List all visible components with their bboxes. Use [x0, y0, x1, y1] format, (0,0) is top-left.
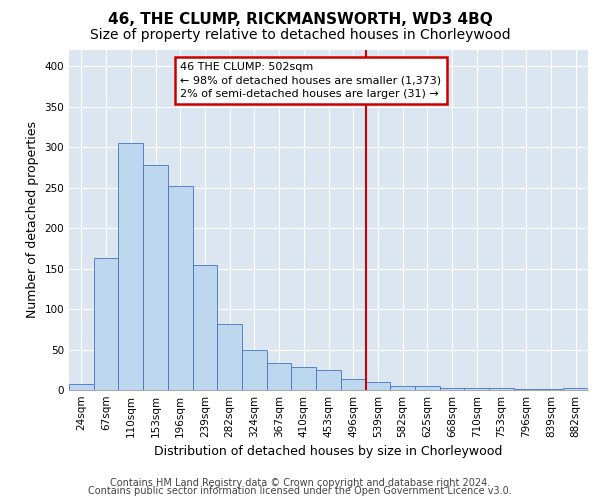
- Bar: [464, 388, 489, 390]
- Bar: [365, 382, 390, 390]
- Bar: [217, 324, 242, 390]
- Y-axis label: Number of detached properties: Number of detached properties: [26, 122, 39, 318]
- Text: Size of property relative to detached houses in Chorleywood: Size of property relative to detached ho…: [89, 28, 511, 42]
- Bar: [390, 386, 415, 390]
- Bar: [292, 368, 316, 390]
- Bar: [193, 264, 217, 390]
- Bar: [316, 370, 341, 390]
- Text: 46, THE CLUMP, RICKMANSWORTH, WD3 4BQ: 46, THE CLUMP, RICKMANSWORTH, WD3 4BQ: [107, 12, 493, 28]
- Bar: [514, 389, 539, 390]
- Text: Contains HM Land Registry data © Crown copyright and database right 2024.: Contains HM Land Registry data © Crown c…: [110, 478, 490, 488]
- Bar: [94, 258, 118, 390]
- Bar: [539, 389, 563, 390]
- Bar: [242, 350, 267, 390]
- Bar: [118, 143, 143, 390]
- Text: 46 THE CLUMP: 502sqm
← 98% of detached houses are smaller (1,373)
2% of semi-det: 46 THE CLUMP: 502sqm ← 98% of detached h…: [180, 62, 442, 98]
- Bar: [415, 386, 440, 390]
- Bar: [440, 388, 464, 390]
- X-axis label: Distribution of detached houses by size in Chorleywood: Distribution of detached houses by size …: [154, 446, 503, 458]
- Bar: [69, 384, 94, 390]
- Bar: [341, 380, 365, 390]
- Bar: [143, 165, 168, 390]
- Bar: [489, 388, 514, 390]
- Bar: [563, 388, 588, 390]
- Bar: [168, 186, 193, 390]
- Text: Contains public sector information licensed under the Open Government Licence v3: Contains public sector information licen…: [88, 486, 512, 496]
- Bar: [267, 364, 292, 390]
